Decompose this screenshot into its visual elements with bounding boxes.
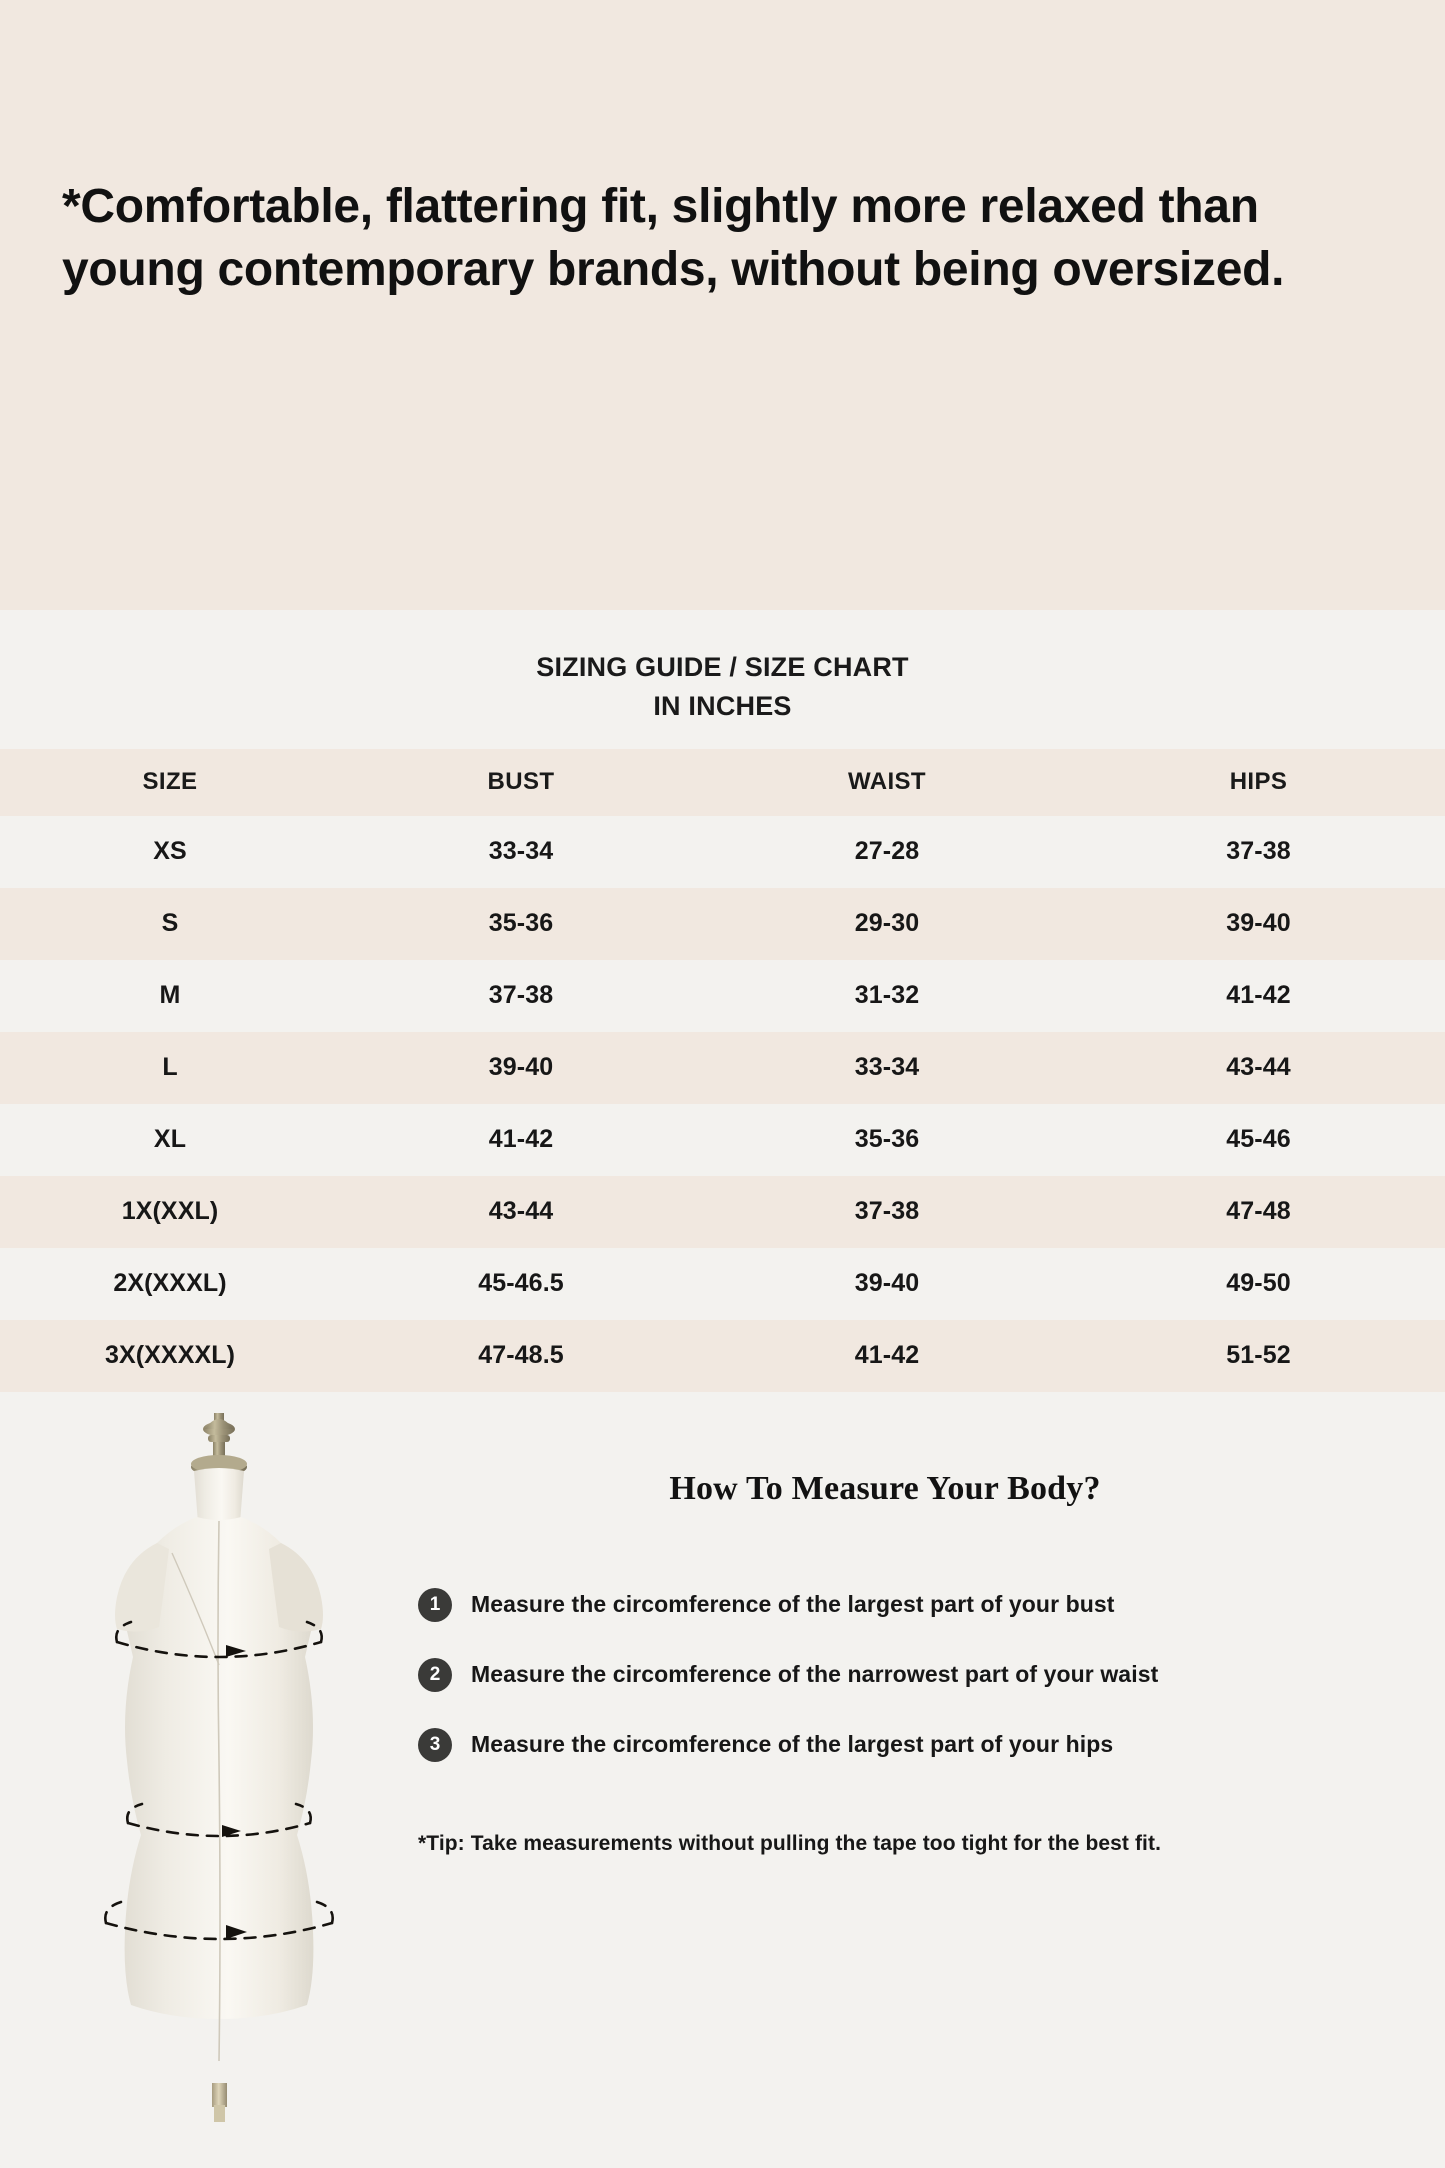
column-header-waist: WAIST	[702, 748, 1072, 816]
cell-waist: 27-28	[702, 815, 1072, 888]
column-header-size: SIZE	[0, 748, 340, 816]
bust-measure-line	[115, 1620, 323, 1659]
cell-waist: 29-30	[702, 887, 1072, 960]
cell-bust: 35-36	[340, 887, 702, 960]
cell-bust: 47-48.5	[340, 1319, 702, 1392]
step-text: Measure the circomference of the largest…	[471, 1591, 1115, 1618]
cell-size: XL	[0, 1103, 340, 1176]
cell-waist: 37-38	[702, 1175, 1072, 1248]
cell-hips: 41-42	[1072, 959, 1445, 1032]
how-to-measure-section: How To Measure Your Body? 1 Measure the …	[0, 1391, 1445, 2122]
bust-arrow-icon	[226, 1644, 246, 1657]
dress-form-mannequin-illustration	[104, 1412, 334, 2122]
step-number-badge: 2	[418, 1657, 452, 1692]
cell-bust: 41-42	[340, 1103, 702, 1176]
column-header-hips: HIPS	[1072, 748, 1445, 816]
cell-hips: 43-44	[1072, 1031, 1445, 1104]
step-text: Measure the circomference of the narrowe…	[471, 1661, 1159, 1688]
measure-heading: How To Measure Your Body?	[669, 1469, 1101, 1507]
table-row: XL 41-42 35-36 45-46	[0, 1103, 1445, 1176]
size-chart-title-line-2: IN INCHES	[653, 691, 792, 722]
waist-measure-line	[126, 1802, 312, 1838]
size-chart-title: SIZING GUIDE / SIZE CHART IN INCHES	[0, 610, 1445, 749]
fit-note-banner: *Comfortable, flattering fit, slightly m…	[0, 0, 1445, 610]
column-header-bust: BUST	[340, 748, 702, 816]
measure-step-list: 1 Measure the circomference of the large…	[400, 1570, 1400, 1780]
cell-size: S	[0, 887, 340, 960]
step-text: Measure the circomference of the largest…	[471, 1731, 1114, 1758]
fit-note-text: *Comfortable, flattering fit, slightly m…	[62, 180, 1285, 297]
table-row: 3X(XXXXL) 47-48.5 41-42 51-52	[0, 1319, 1445, 1392]
step-number-badge: 3	[418, 1727, 452, 1762]
cell-waist: 39-40	[702, 1247, 1072, 1320]
cell-hips: 51-52	[1072, 1319, 1445, 1392]
table-row: S 35-36 29-30 39-40	[0, 887, 1445, 960]
table-row: M 37-38 31-32 41-42	[0, 959, 1445, 1032]
cell-hips: 37-38	[1072, 815, 1445, 888]
cell-hips: 39-40	[1072, 887, 1445, 960]
measure-instructions: How To Measure Your Body? 1 Measure the …	[400, 1392, 1400, 1856]
cell-hips: 49-50	[1072, 1247, 1445, 1320]
cell-waist: 31-32	[702, 959, 1072, 1032]
waist-arrow-icon	[222, 1824, 241, 1837]
cell-bust: 39-40	[340, 1031, 702, 1104]
cell-waist: 41-42	[702, 1319, 1072, 1392]
cell-waist: 33-34	[702, 1031, 1072, 1104]
table-header-row: SIZE BUST WAIST HIPS	[0, 748, 1445, 816]
cell-size: M	[0, 959, 340, 1032]
cell-hips: 45-46	[1072, 1103, 1445, 1176]
cell-hips: 47-48	[1072, 1175, 1445, 1248]
list-item: 3 Measure the circomference of the large…	[418, 1710, 1400, 1780]
cell-size: 3X(XXXXL)	[0, 1319, 340, 1392]
cell-size: XS	[0, 815, 340, 888]
size-chart-title-line-1: SIZING GUIDE / SIZE CHART	[536, 652, 909, 682]
hips-measure-line	[104, 1900, 334, 1941]
table-row: L 39-40 33-34 43-44	[0, 1031, 1445, 1104]
size-chart-table: SIZE BUST WAIST HIPS XS 33-34 27-28 37-3…	[0, 748, 1445, 1392]
hips-arrow-icon	[226, 1924, 247, 1939]
cell-waist: 35-36	[702, 1103, 1072, 1176]
mannequin-stand	[212, 2082, 227, 2122]
cell-bust: 45-46.5	[340, 1247, 702, 1320]
cell-size: 1X(XXL)	[0, 1175, 340, 1248]
finial-knob-icon	[191, 1412, 247, 1476]
list-item: 2 Measure the circomference of the narro…	[418, 1640, 1400, 1710]
table-row: 1X(XXL) 43-44 37-38 47-48	[0, 1175, 1445, 1248]
table-row: XS 33-34 27-28 37-38	[0, 815, 1445, 888]
cell-bust: 33-34	[340, 815, 702, 888]
cell-bust: 43-44	[340, 1175, 702, 1248]
cell-size: 2X(XXXL)	[0, 1247, 340, 1320]
measure-tip: *Tip: Take measurements without pulling …	[418, 1831, 1162, 1855]
cell-size: L	[0, 1031, 340, 1104]
step-number-badge: 1	[418, 1587, 452, 1622]
table-row: 2X(XXXL) 45-46.5 39-40 49-50	[0, 1247, 1445, 1320]
list-item: 1 Measure the circomference of the large…	[418, 1570, 1400, 1640]
cell-bust: 37-38	[340, 959, 702, 1032]
